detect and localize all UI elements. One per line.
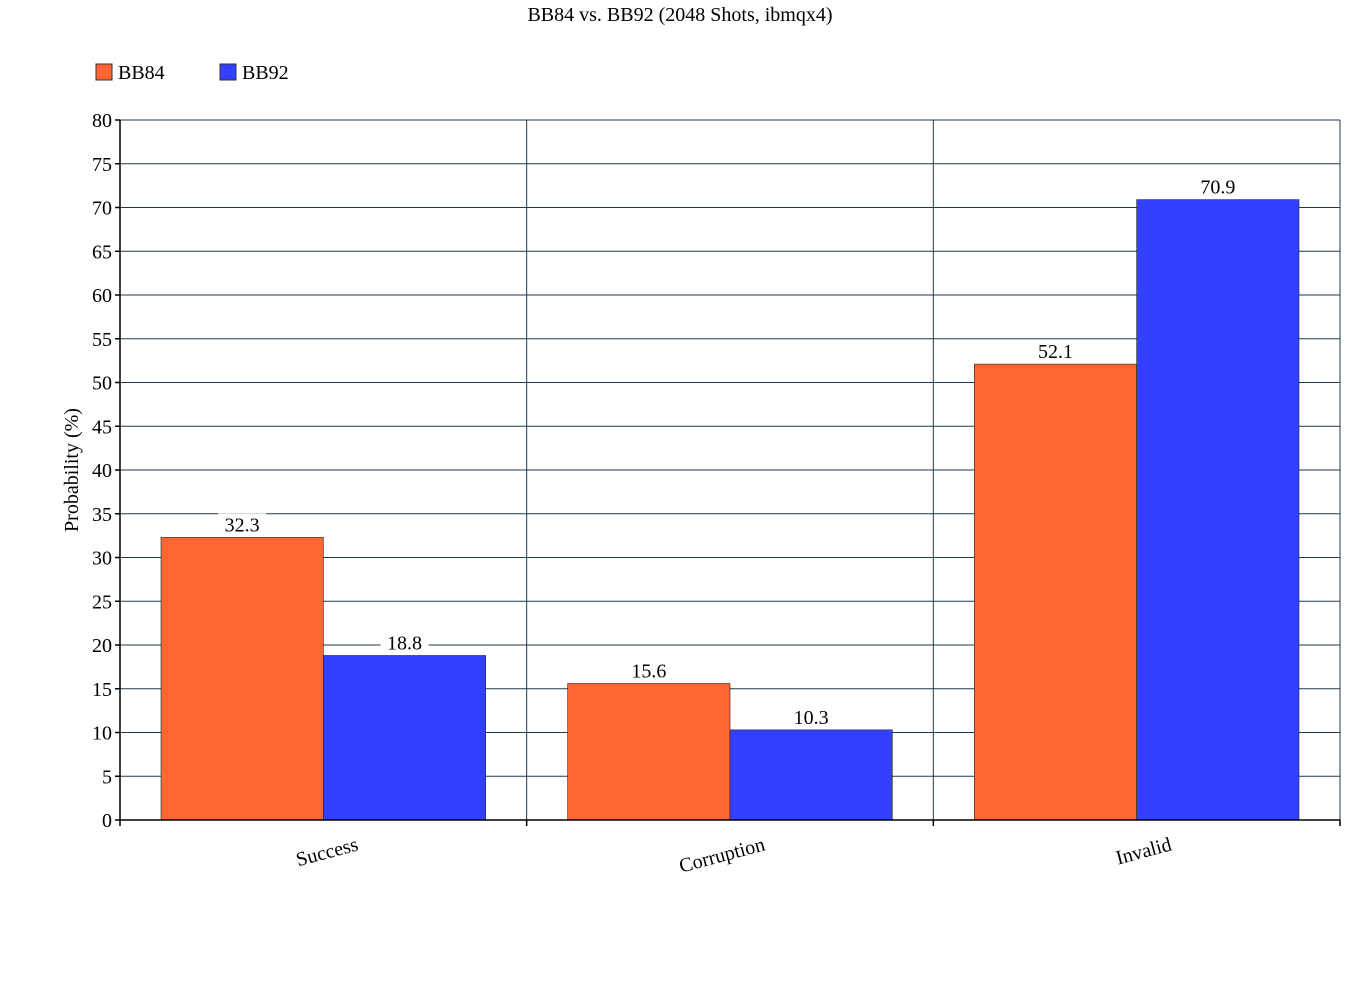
- y-tick-label: 0: [102, 810, 112, 832]
- y-tick-label: 80: [92, 110, 112, 132]
- chart-title: BB84 vs. BB92 (2048 Shots, ibmqx4): [527, 4, 832, 26]
- data-label-background: [787, 705, 836, 728]
- legend-swatch-bb92: [219, 63, 237, 81]
- y-tick-label: 5: [102, 766, 112, 788]
- data-label-background: [624, 659, 673, 682]
- bars: [160, 199, 1300, 821]
- y-tick-label: 75: [92, 154, 112, 176]
- bar-bb84-invalid: [974, 363, 1137, 821]
- y-tick-label: 25: [92, 591, 112, 613]
- data-label-bb92-invalid: 70.9: [1200, 177, 1235, 199]
- x-tick-label-success: Success: [294, 834, 361, 872]
- y-tick-label: 65: [92, 241, 112, 263]
- data-label-background: [1031, 340, 1080, 363]
- y-tick-label: 35: [92, 504, 112, 526]
- bar-bb84-success: [160, 537, 324, 821]
- data-label-bb84-success: 32.3: [225, 514, 260, 536]
- x-tick-label-corruption: Corruption: [677, 834, 767, 878]
- axes: [115, 119, 1341, 826]
- x-tick-label-invalid: Invalid: [1114, 834, 1174, 870]
- bar-bb92-invalid: [1136, 199, 1300, 821]
- legend: BB84 BB92: [95, 62, 289, 84]
- bar-bb92-success: [323, 655, 486, 821]
- bar-bb92-corruption: [729, 729, 893, 821]
- y-tick-label: 55: [92, 329, 112, 351]
- y-tick-label: 70: [92, 198, 112, 220]
- legend-label-bb84: BB84: [118, 62, 165, 84]
- data-label-bb84-invalid: 52.1: [1038, 341, 1073, 363]
- data-label-bb84-corruption: 15.6: [631, 661, 666, 683]
- legend-swatch-bb84: [95, 63, 113, 81]
- y-tick-label: 40: [92, 460, 112, 482]
- y-axis-label: Probability (%): [61, 408, 83, 532]
- y-tick-label: 45: [92, 416, 112, 438]
- y-tick-labels: 0 5 10 15 20 25 30 35 40 45 50 55 60 65 70 75 80: [92, 110, 112, 832]
- y-tick-label: 60: [92, 285, 112, 307]
- data-labels: 32.3 18.8 15.6 10.3 52.1 70.9: [218, 175, 1242, 729]
- x-tick-labels: Success Corruption Invalid: [294, 834, 1174, 878]
- y-tick-label: 50: [92, 373, 112, 395]
- bar-bb84-corruption: [567, 683, 731, 821]
- y-tick-label: 20: [92, 635, 112, 657]
- y-tick-label: 15: [92, 679, 112, 701]
- data-label-bb92-corruption: 10.3: [794, 707, 829, 729]
- legend-label-bb92: BB92: [242, 62, 289, 84]
- y-tick-label: 10: [92, 723, 112, 745]
- y-tick-label: 30: [92, 548, 112, 570]
- data-label-background: [380, 631, 429, 654]
- data-label-bb92-success: 18.8: [387, 633, 422, 655]
- data-label-background: [218, 513, 267, 536]
- data-label-background: [1193, 175, 1242, 198]
